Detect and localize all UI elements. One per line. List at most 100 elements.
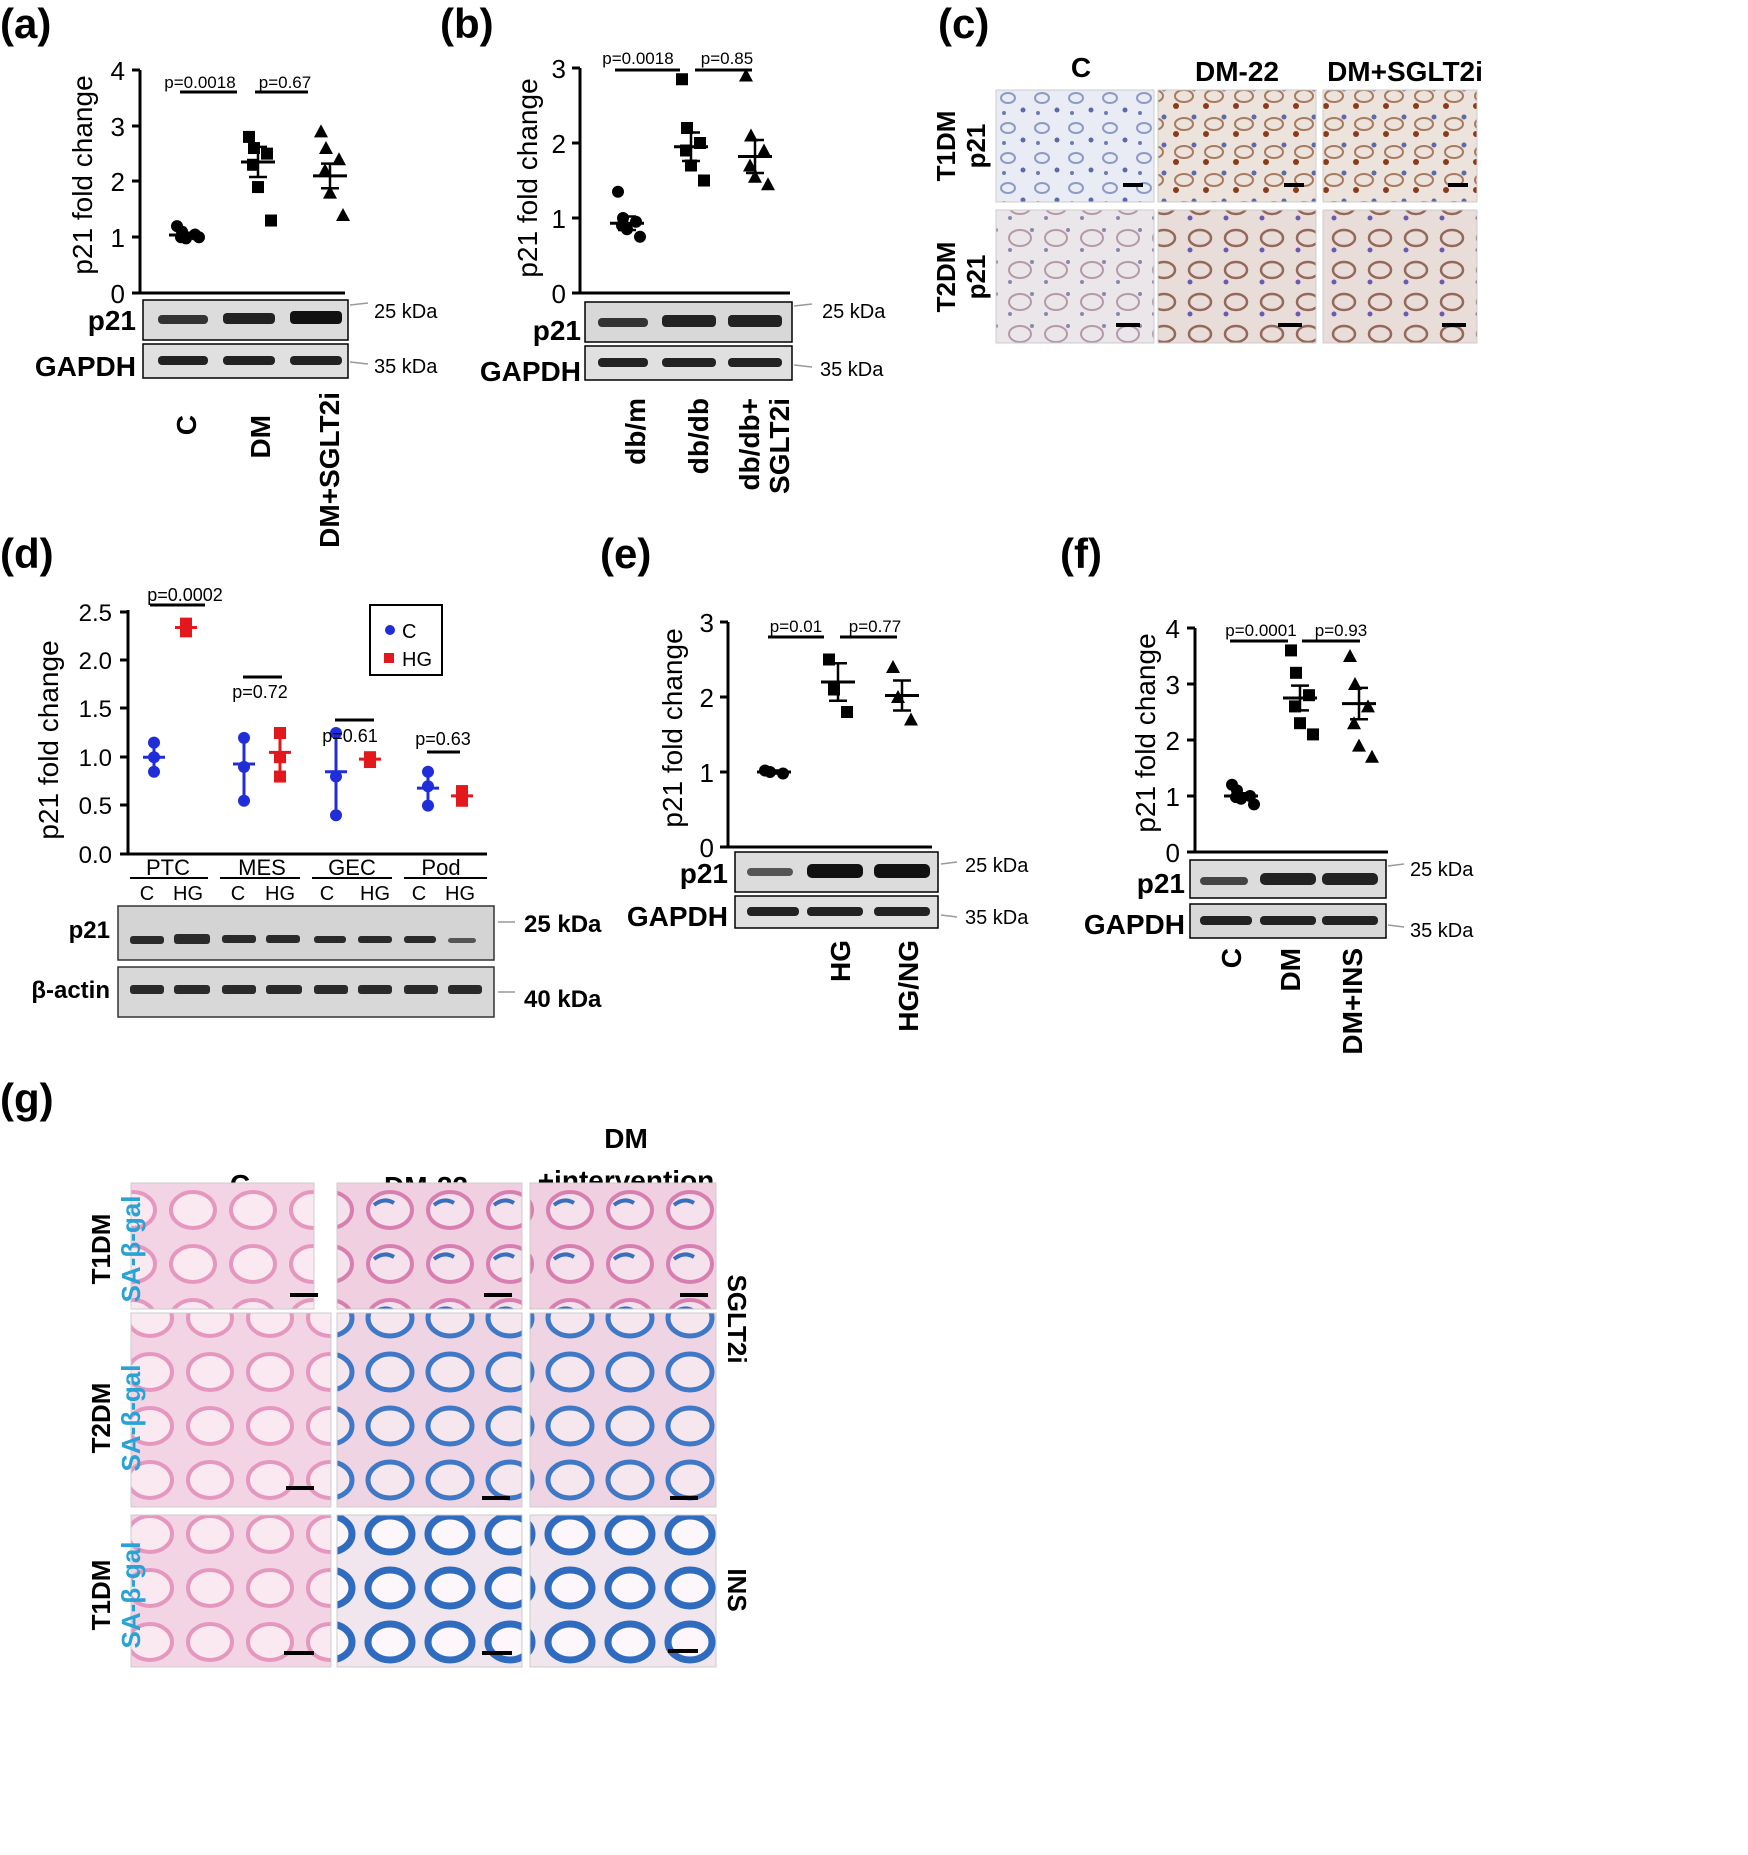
group-label: DM+SGLT2i	[314, 392, 345, 548]
y-tick-label: 0	[700, 833, 714, 863]
group-label: DM	[1275, 948, 1306, 992]
y-tick-label: 0.0	[79, 842, 112, 869]
row-label: SA-β-gal	[116, 1196, 146, 1303]
y-tick-label: 1	[552, 204, 566, 234]
panel-d: (d) p21 fold change 2.5 2.0 1.5 1.0 0.5 …	[0, 530, 640, 1030]
lane-label: HG	[445, 883, 475, 905]
cell-label: Pod	[421, 855, 460, 880]
lane-label: C	[231, 883, 245, 905]
marker-size: 35 kDa	[374, 356, 438, 378]
data-point	[1307, 728, 1319, 741]
row-label: p21	[961, 255, 991, 300]
panel-label: (a)	[0, 0, 52, 47]
y-axis-label: p21 fold change	[33, 640, 64, 839]
data-point	[323, 185, 337, 199]
legend-label: HG	[402, 649, 432, 671]
y-tick-label: 4	[1166, 614, 1180, 644]
p-value: p=0.01	[770, 617, 822, 636]
column-label: C	[1071, 52, 1091, 83]
panel-c: (c)	[930, 0, 1748, 420]
panel-b-chart: p21 fold change 3 2 1 0 p=0.0018 p=0.85 …	[480, 49, 886, 494]
panel-g-micrographs: C DM-22 DM +intervention T1DM SA-β-gal T…	[86, 1123, 752, 1668]
blot-row-label: p21	[533, 315, 581, 346]
y-axis-label: p21 fold change	[67, 75, 98, 274]
group-label: DM	[245, 415, 276, 459]
y-tick-label: 3	[700, 608, 714, 638]
cell-label: PTC	[146, 855, 190, 880]
lane-label: HG	[265, 883, 295, 905]
data-point	[685, 159, 697, 172]
data-point	[1365, 749, 1379, 763]
data-point	[261, 147, 273, 160]
y-ticks: 4 3 2 1 0	[111, 56, 140, 309]
lane-label: C	[320, 883, 334, 905]
data-point	[314, 124, 328, 138]
column-label: DM+SGLT2i	[1327, 56, 1483, 87]
data-point	[252, 181, 264, 194]
group-label: DM+INS	[1337, 948, 1368, 1055]
p-value: p=0.77	[849, 617, 901, 636]
panel-f-chart: p21 fold change 4 3 2 1 0 p=0.0001 p=0.9…	[1084, 614, 1474, 1055]
data-point	[681, 122, 693, 134]
p-value: p=0.72	[232, 682, 288, 702]
panel-e-chart: p21 fold change 3 2 1 0 p=0.01 p=0.77 p2…	[627, 608, 1029, 1032]
data-point	[739, 68, 753, 82]
y-tick-label: 1	[1166, 782, 1180, 812]
panel-label: (d)	[0, 530, 54, 577]
panel-b: (b) p21 fold change 3 2 1 0 p=0.0018 p=0…	[440, 0, 920, 560]
data-point	[676, 73, 688, 86]
panel-c-micrographs: C DM-22 DM+SGLT2i T1DM p21 T2DM p21	[931, 52, 1483, 344]
y-tick-label: 0	[552, 279, 566, 309]
y-axis-label: p21 fold change	[512, 78, 543, 277]
data-point	[332, 152, 346, 166]
y-tick-label: 2.5	[79, 600, 112, 627]
y-tick-label: 2	[552, 129, 566, 159]
lane-labels: C HG C HG C HG C HG	[140, 883, 475, 905]
y-tick-label: 1.5	[79, 696, 112, 723]
data-point	[238, 794, 250, 807]
group-label: C	[171, 415, 202, 435]
blot-row-label: p21	[88, 305, 136, 336]
blot-row-label: p21	[680, 858, 728, 889]
side-label: INS	[722, 1568, 752, 1611]
row-label: T2DM	[86, 1383, 116, 1454]
data-point	[744, 128, 758, 142]
blot-row-label: β-actin	[31, 977, 110, 1004]
data-point	[698, 174, 710, 187]
p-value: p=0.61	[322, 726, 378, 746]
marker-size: 35 kDa	[1410, 920, 1474, 942]
y-tick-label: 3	[552, 54, 566, 84]
y-tick-label: 0	[111, 279, 125, 309]
p-value: p=0.67	[259, 73, 311, 92]
panel-a: (a) p21 fold change 4 3 2 1 0 p=0.0018 p…	[0, 0, 560, 560]
row-label: p21	[961, 124, 991, 169]
marker-size: 25 kDa	[965, 855, 1029, 877]
panel-label: (g)	[0, 1075, 54, 1122]
row-label: T1DM	[931, 111, 961, 182]
data-point	[1352, 738, 1366, 752]
column-label: DM	[604, 1123, 648, 1154]
data-point	[318, 163, 332, 177]
y-tick-label: 0.5	[79, 793, 112, 820]
column-label: DM-22	[1195, 56, 1279, 87]
group-label: db/db	[683, 398, 714, 474]
data-point	[1294, 717, 1306, 730]
data-point	[1285, 644, 1297, 657]
data-point	[265, 214, 277, 227]
y-tick-label: 2	[111, 167, 125, 197]
data-point	[748, 169, 762, 183]
panel-f: (f) p21 fold change 4 3 2 1 0 p=0.0001 p…	[1060, 530, 1748, 1060]
group-label: SGLT2i	[764, 398, 795, 494]
marker-size: 25 kDa	[374, 301, 438, 323]
p-value: p=0.0002	[147, 585, 223, 605]
row-label: SA-β-gal	[116, 1365, 146, 1472]
y-tick-label: 1	[700, 758, 714, 788]
data-point	[274, 770, 286, 783]
group-label: db/m	[620, 398, 651, 465]
panel-g: (g) C DM-22 DM +intervention	[0, 1075, 760, 1855]
p-value: p=0.85	[701, 49, 753, 68]
row-label: SA-β-gal	[116, 1542, 146, 1649]
group-label: HG	[825, 940, 856, 982]
y-tick-label: 3	[111, 112, 125, 142]
row-label: T1DM	[86, 1560, 116, 1631]
